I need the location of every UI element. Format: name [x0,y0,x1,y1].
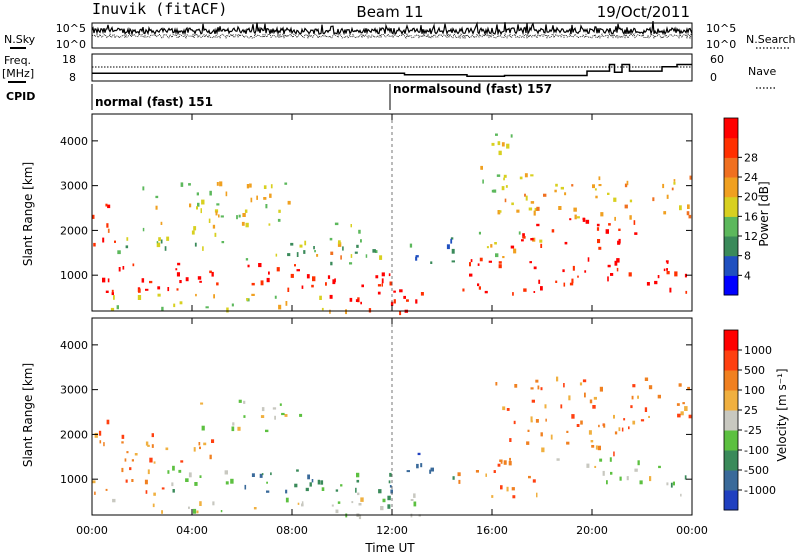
freq-unit-label: [MHz] [2,67,34,80]
power-region [480,133,513,193]
power-panel: 1000 2000 3000 4000 [60,113,693,316]
velocity-region [112,497,364,518]
freq-ytick-right-top: 60 [710,53,724,66]
velocity-colorbar-tick: 100 [744,384,765,397]
velocity-colorbar-label: Velocity [m s⁻¹] [775,368,789,461]
noise-ytick-left-bottom: 10^0 [56,38,86,51]
power-region [462,257,543,296]
cpid-program-1: normal (fast) 151 [95,95,213,109]
power-colorbar-tick: 4 [744,269,751,282]
velocity-region [527,423,630,457]
time-xtick-label: 12:00 [376,524,408,537]
power-region [117,226,217,255]
cpid-label: CPID [6,90,35,103]
nave-label: Nave [748,65,776,78]
power-region [102,263,161,296]
freq-traces [92,63,692,77]
freq-ytick-left-bottom: 8 [69,71,76,84]
velocity-colorbar-tick: 500 [744,364,765,377]
power-colorbar-tick: 16 [744,210,758,223]
power-ytick-label: 1000 [60,269,88,282]
power-colorbar: 4 8 12 16 20 24 28 [723,117,758,296]
nsky-label: N.Sky [4,33,36,46]
time-xtick-label: 00:00 [76,524,108,537]
power-region [325,272,393,303]
power-region [167,262,316,292]
power-colorbar-label: Power [dB] [757,181,771,246]
noise-traces [91,20,693,40]
cpid-program-2: normalsound (fast) 157 [393,82,552,96]
freq-trace [92,63,692,77]
power-colorbar-tick: 12 [744,230,758,243]
time-xtick-label: 20:00 [576,524,608,537]
velocity-region [92,461,165,496]
power-region [142,181,291,229]
time-xlabel: Time UT [364,541,415,554]
power-colorbar-frame [723,117,739,296]
velocity-colorbar: 1000 500 100 25 -25 -100 -500 -1000 [723,329,776,511]
power-region [110,293,347,315]
velocity-region [124,433,215,463]
power-ytick-label: 2000 [60,224,88,237]
velocity-region [244,469,314,494]
velocity-region [200,399,303,433]
power-region [510,217,638,250]
power-region [221,240,316,261]
power-region [555,257,670,287]
freq-ytick-left-top: 18 [62,53,76,66]
freq-label: Freq. [4,54,31,67]
power-ytick-label: 4000 [60,135,88,148]
velocity-region [495,376,692,425]
velocity-region [670,475,687,497]
velocity-region [457,461,538,499]
noise-ytick-right-top: 10^5 [706,22,736,35]
velocity-colorbar-frame [723,329,739,511]
velocity-colorbar-tick: 25 [744,404,758,417]
velocity-colorbar-tick: -100 [744,444,769,457]
power-colorbar-tick: 20 [744,191,758,204]
power-ylabel: Slant Range [km] [21,162,35,266]
velocity-colorbar-tick: -1000 [744,484,776,497]
power-region [666,268,688,294]
velocity-panel: 1000 2000 3000 4000 00:00 04:00 08:00 12:00 16:0… [60,317,708,537]
velocity-colorbar-tick: -500 [744,464,769,477]
velocity-region [167,465,234,493]
noise-sky-trace [91,20,693,37]
velocity-colorbar-tick: -25 [744,424,762,437]
noise-search-trace [91,32,693,40]
power-region [409,237,455,264]
velocity-ytick-label: 4000 [60,339,88,352]
velocity-region [317,472,393,509]
power-region [497,173,692,221]
power-region [329,222,383,266]
noise-ytick-left-top: 10^5 [56,22,86,35]
time-xtick-label: 04:00 [176,524,208,537]
power-colorbar-tick: 8 [744,250,751,263]
noise-ytick-right-bottom: 10^0 [706,38,736,51]
station-title: Inuvik (fitACF) [92,0,227,18]
power-region [478,231,543,259]
time-xtick-label: 08:00 [276,524,308,537]
velocity-ytick-label: 2000 [60,428,88,441]
power-region [316,242,342,260]
nsearch-label: N.Search [746,33,796,46]
time-xtick-label: 16:00 [476,524,508,537]
date-title: 19/Oct/2011 [597,3,690,21]
velocity-ytick-label: 1000 [60,473,88,486]
power-region [92,203,116,247]
beam-title: Beam 11 [356,3,423,21]
velocity-region [499,438,530,466]
velocity-colorbar-tick: 1000 [744,344,772,357]
time-xtick-label: 00:00 [676,524,708,537]
velocity-region [406,452,455,480]
freq-ytick-right-bottom: 0 [710,71,717,84]
velocity-ylabel: Slant Range [km] [21,363,35,467]
velocity-ytick-label: 3000 [60,384,88,397]
velocity-region [556,457,669,486]
power-ytick-label: 3000 [60,180,88,193]
velocity-region [94,419,125,447]
power-colorbar-tick: 24 [744,171,758,184]
power-colorbar-tick: 28 [744,151,758,164]
